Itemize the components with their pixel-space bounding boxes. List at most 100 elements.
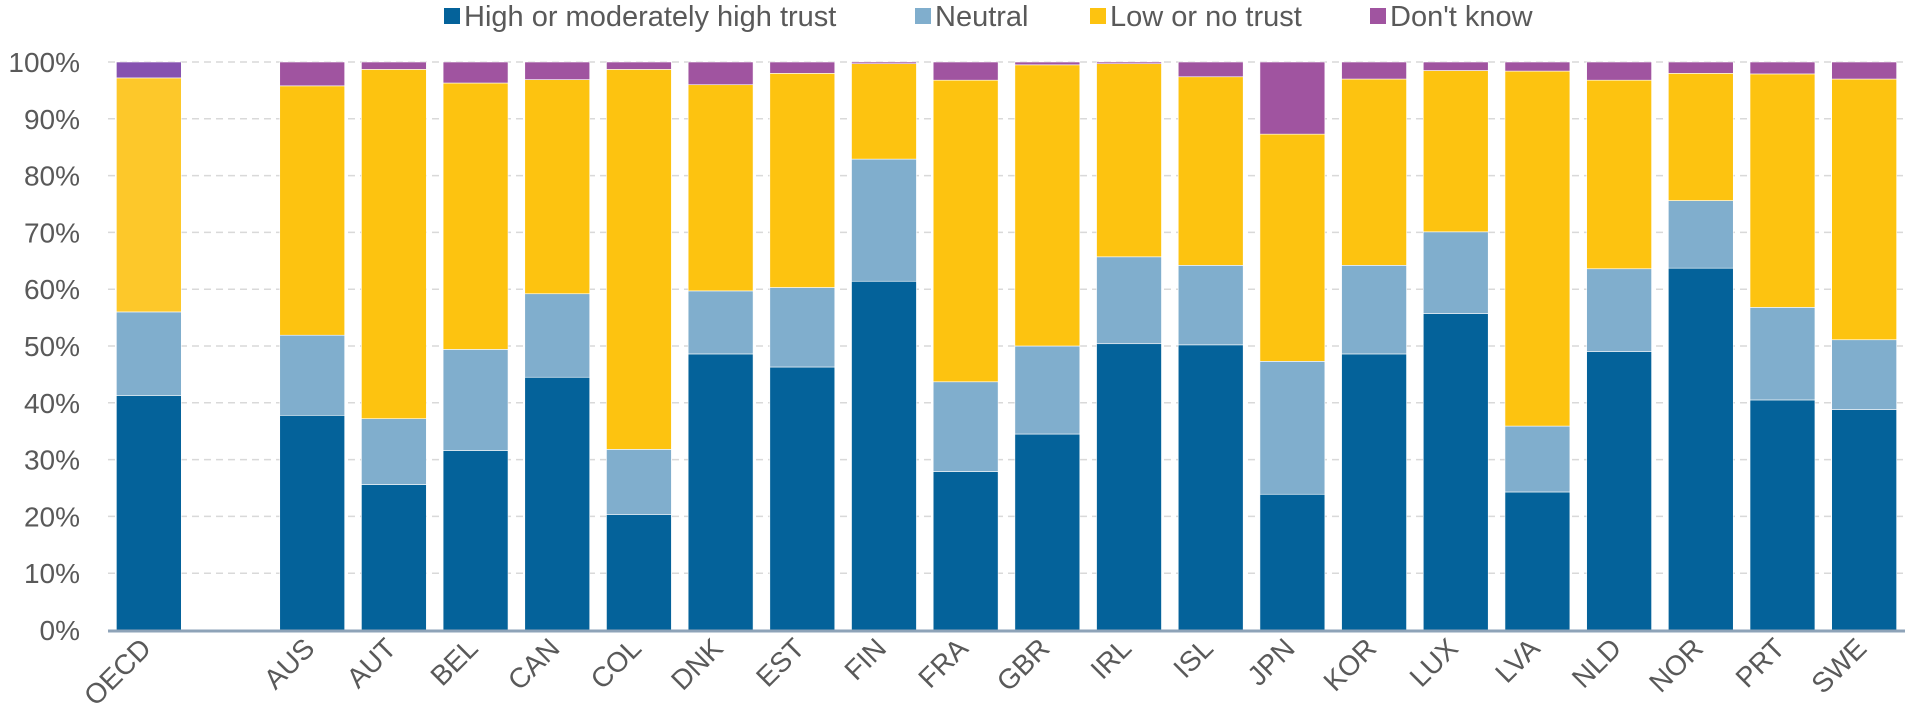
legend-label: High or moderately high trust xyxy=(464,1,836,33)
x-tick-label: LUX xyxy=(1404,632,1465,693)
bar-segment-high-or-moderately-high-trust xyxy=(279,414,345,631)
legend-swatch xyxy=(915,8,931,24)
bar-segment-don-t-know xyxy=(1259,61,1326,135)
x-tick-label: DNK xyxy=(665,632,729,696)
bar-segment-don-t-know xyxy=(1096,61,1162,65)
x-tick-label: NLD xyxy=(1566,632,1628,694)
x-tick-label: FRA xyxy=(912,632,974,694)
bar-segment-neutral xyxy=(1749,307,1816,401)
y-tick-label: 10% xyxy=(24,558,80,589)
bar-segment-high-or-moderately-high-trust xyxy=(1504,491,1571,631)
bar-segment-high-or-moderately-high-trust xyxy=(1259,493,1326,631)
bar-stack xyxy=(1504,61,1571,631)
bar-stack xyxy=(769,61,836,631)
bar-segment-low-or-no-trust xyxy=(769,73,836,288)
bar-segment-don-t-know xyxy=(1749,61,1816,75)
y-tick-label: 70% xyxy=(24,217,80,248)
bar-segment-neutral xyxy=(1096,256,1162,345)
bar-segment-low-or-no-trust xyxy=(687,84,754,292)
bar-segment-high-or-moderately-high-trust xyxy=(606,514,672,631)
bar-stack xyxy=(361,61,427,631)
bar-segment-don-t-know xyxy=(1422,61,1489,71)
x-tick-label: COL xyxy=(585,632,648,695)
bar-segment-low-or-no-trust xyxy=(1831,78,1897,341)
bar-segment-don-t-know xyxy=(1504,61,1571,72)
bar-stack xyxy=(1259,61,1326,631)
legend-swatch xyxy=(1370,8,1386,24)
bar-segment-neutral xyxy=(116,311,182,396)
bar-segment-high-or-moderately-high-trust xyxy=(1341,353,1407,631)
bar-segment-don-t-know xyxy=(361,61,427,70)
bar-stack xyxy=(606,61,672,631)
legend-label: Neutral xyxy=(935,1,1029,33)
x-tick-label: GBR xyxy=(991,632,1056,697)
bar-segment-neutral xyxy=(1422,231,1489,314)
x-tick-label: AUT xyxy=(341,632,403,694)
bar-segment-neutral xyxy=(1668,200,1734,269)
bar-segment-high-or-moderately-high-trust xyxy=(687,353,754,631)
bar-stack xyxy=(1096,61,1162,631)
bar-segment-neutral xyxy=(932,381,999,472)
y-tick-label: 60% xyxy=(24,274,80,305)
x-tick-label: FIN xyxy=(838,632,892,686)
legend-label: Low or no trust xyxy=(1110,1,1302,33)
bar-segment-neutral xyxy=(1586,268,1652,352)
legend: High or moderately high trust Neutral Low … xyxy=(444,1,1534,33)
y-axis-ticks: 0% 10% 20% 30% 40% 50% 60% 70% 80% 90% 100% xyxy=(8,47,80,646)
y-tick-label: 50% xyxy=(24,331,80,362)
x-tick-label: CAN xyxy=(502,632,566,696)
bar-segment-don-t-know xyxy=(1014,61,1081,66)
x-tick-label: JPN xyxy=(1241,632,1300,691)
bar-segment-low-or-no-trust xyxy=(1586,79,1652,270)
x-tick-label: EST xyxy=(750,632,810,692)
bar-segment-high-or-moderately-high-trust xyxy=(1586,351,1652,631)
bar-segment-don-t-know xyxy=(606,61,672,70)
bar-segment-low-or-no-trust xyxy=(1422,70,1489,233)
bar-segment-neutral xyxy=(1831,339,1897,410)
bar-segment-low-or-no-trust xyxy=(116,77,182,313)
bar-segment-low-or-no-trust xyxy=(1341,78,1407,266)
bar-segment-high-or-moderately-high-trust xyxy=(769,366,836,631)
y-tick-label: 30% xyxy=(24,445,80,476)
bar-segment-don-t-know xyxy=(932,61,999,81)
bar-segment-high-or-moderately-high-trust xyxy=(851,280,917,631)
legend-swatch xyxy=(1090,8,1106,24)
bar-segment-don-t-know xyxy=(1831,61,1897,80)
bar-segment-low-or-no-trust xyxy=(851,63,917,160)
bar-segment-low-or-no-trust xyxy=(606,69,672,450)
bar-segment-high-or-moderately-high-trust xyxy=(116,395,182,631)
bars xyxy=(116,61,1897,631)
bar-segment-don-t-know xyxy=(442,61,509,84)
legend-swatch xyxy=(444,8,460,24)
bar-segment-neutral xyxy=(687,290,754,355)
bar-segment-neutral xyxy=(524,293,591,378)
x-tick-label: OECD xyxy=(78,632,157,711)
bar-stack xyxy=(116,61,182,631)
bar-segment-low-or-no-trust xyxy=(1749,73,1816,308)
bar-segment-high-or-moderately-high-trust xyxy=(1177,344,1244,631)
bar-segment-low-or-no-trust xyxy=(1177,76,1244,266)
legend-item: Neutral xyxy=(915,1,1029,33)
bar-stack xyxy=(442,61,509,631)
x-tick-label: LVA xyxy=(1489,632,1546,689)
bar-segment-low-or-no-trust xyxy=(442,82,509,350)
bar-stack xyxy=(1422,61,1489,631)
bar-segment-neutral xyxy=(1504,425,1571,493)
x-tick-label: PRT xyxy=(1730,632,1791,693)
y-tick-label: 40% xyxy=(24,388,80,419)
bar-stack xyxy=(687,61,754,631)
bar-segment-don-t-know xyxy=(1586,61,1652,81)
bar-segment-high-or-moderately-high-trust xyxy=(1014,433,1081,631)
y-tick-label: 0% xyxy=(40,615,80,646)
bar-segment-neutral xyxy=(1014,345,1081,435)
bar-stack xyxy=(1341,61,1407,631)
bar-segment-neutral xyxy=(442,349,509,451)
legend-item: Low or no trust xyxy=(1090,1,1302,33)
bar-segment-low-or-no-trust xyxy=(1668,73,1734,201)
bar-segment-high-or-moderately-high-trust xyxy=(361,484,427,631)
bar-segment-don-t-know xyxy=(116,61,182,79)
bar-segment-high-or-moderately-high-trust xyxy=(442,450,509,631)
bar-segment-low-or-no-trust xyxy=(932,79,999,383)
bar-segment-low-or-no-trust xyxy=(1504,70,1571,427)
bar-segment-don-t-know xyxy=(1668,61,1734,74)
